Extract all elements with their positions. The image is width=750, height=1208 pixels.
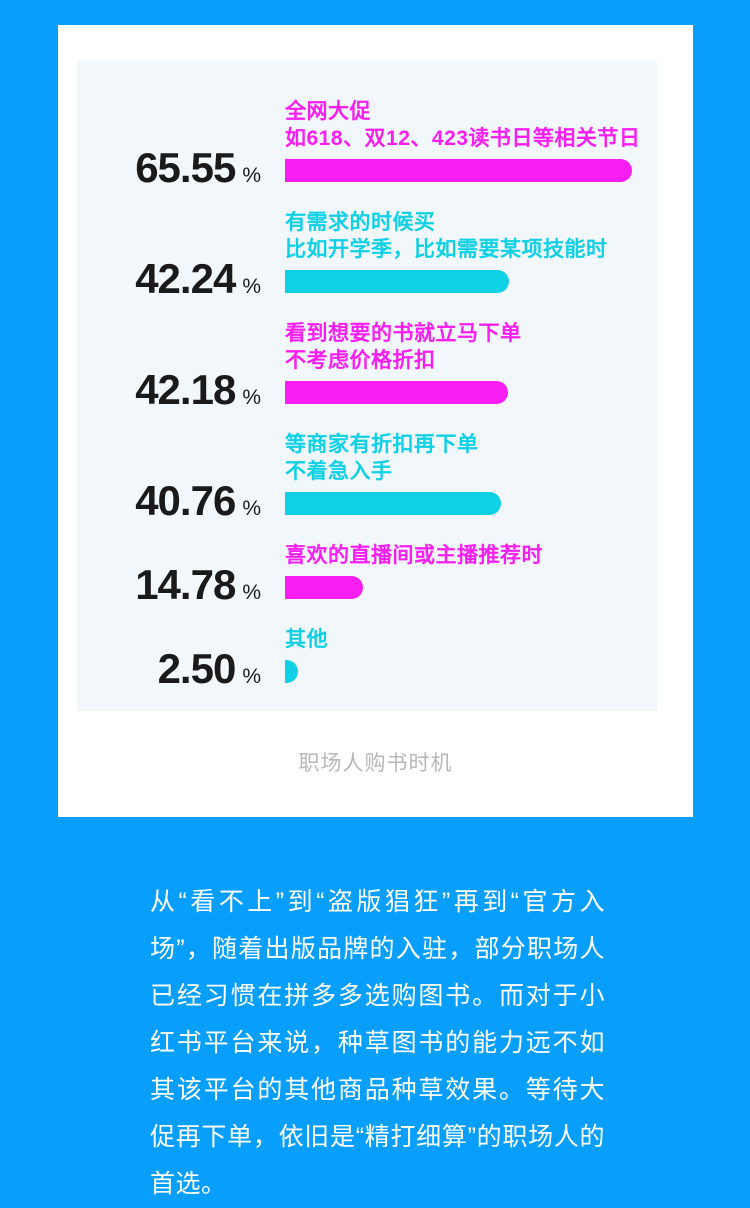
chart-caption: 职场人购书时机 bbox=[298, 752, 453, 775]
value-number: 2.50 bbox=[157, 645, 237, 692]
value-label: 40.76% bbox=[77, 480, 285, 522]
category-label-line: 其他 bbox=[285, 628, 328, 651]
bar bbox=[285, 660, 298, 683]
category-label: 看到想要的书就立马下单 不考虑价格折扣 bbox=[285, 320, 522, 374]
value-number: 42.18 bbox=[135, 366, 236, 413]
value-number: 40.76 bbox=[135, 477, 236, 524]
bar-column: 有需求的时候买比如开学季，比如需要某项技能时 bbox=[285, 209, 608, 293]
bar bbox=[285, 576, 363, 599]
category-label-line: 等商家有折扣再下单 bbox=[285, 433, 479, 456]
bar-column: 全网大促如618、双12、423读书日等相关节日 bbox=[285, 98, 640, 182]
chart-row: 42.18% 看到想要的书就立马下单 不考虑价格折扣 bbox=[77, 320, 657, 411]
chart-row: 42.24% 有需求的时候买 比如开学季，比如需要某项技能时 bbox=[77, 209, 657, 300]
category-label: 其他 bbox=[285, 626, 328, 653]
value-label: 42.24% bbox=[77, 258, 285, 300]
category-label-line: 比如开学季，比如需要某项技能时 bbox=[285, 238, 608, 261]
bar bbox=[285, 381, 508, 404]
bar bbox=[285, 270, 509, 293]
commentary-paragraph: 从“看不上”到“盗版猖狂”再到“官方入场”，随着出版品牌的入驻，部分职场人已经习… bbox=[150, 888, 605, 1198]
category-label-line: 喜欢的直播间或主播推荐时 bbox=[285, 544, 543, 567]
bar-column: 等商家有折扣再下单 不着急入手 bbox=[285, 431, 501, 515]
value-label: 14.78% bbox=[77, 564, 285, 606]
chart-card: 65.55% 全网大促 如618、双12、423读书日等相关节日 42.24% 有需求的… bbox=[58, 25, 693, 817]
bar-column: 看到想要的书就立马下单 不考虑价格折扣 bbox=[285, 320, 522, 404]
value-number: 14.78 bbox=[135, 561, 236, 608]
bar-column: 喜欢的直播间或主播推荐时 bbox=[285, 542, 543, 599]
chart-row: 14.78% 喜欢的直播间或主播推荐时 bbox=[77, 542, 657, 606]
category-label-line: 全网大促 bbox=[285, 100, 371, 123]
bar bbox=[285, 492, 501, 515]
percent-sign: % bbox=[242, 164, 261, 187]
category-label-line: 不着急入手 bbox=[285, 460, 393, 483]
percent-sign: % bbox=[242, 275, 261, 298]
value-number: 42.24 bbox=[135, 255, 236, 302]
category-label-line: 不考虑价格折扣 bbox=[285, 349, 436, 372]
value-label: 65.55% bbox=[77, 147, 285, 189]
category-label-line: 如618、双12、423读书日等相关节日 bbox=[285, 127, 641, 150]
category-label-line: 有需求的时候买 bbox=[285, 211, 436, 234]
value-label: 2.50% bbox=[77, 648, 285, 690]
chart-panel: 65.55% 全网大促 如618、双12、423读书日等相关节日 42.24% 有需求的… bbox=[77, 60, 657, 711]
percent-sign: % bbox=[242, 386, 261, 409]
chart-row: 40.76% 等商家有折扣再下单 不着急入手 bbox=[77, 431, 657, 522]
chart-rows: 65.55% 全网大促 如618、双12、423读书日等相关节日 42.24% 有需求的… bbox=[77, 98, 657, 690]
category-label: 喜欢的直播间或主播推荐时 bbox=[285, 542, 543, 569]
bar-column: 其他 bbox=[285, 626, 328, 683]
percent-sign: % bbox=[242, 665, 261, 688]
category-label: 有需求的时候买比如开学季，比如需要某项技能时 bbox=[285, 209, 608, 263]
value-number: 65.55 bbox=[135, 144, 236, 191]
percent-sign: % bbox=[242, 581, 261, 604]
category-label: 等商家有折扣再下单 不着急入手 bbox=[285, 431, 479, 485]
category-label-line: 看到想要的书就立马下单 bbox=[285, 322, 522, 345]
chart-row: 2.50% 其他 bbox=[77, 626, 657, 690]
chart-row: 65.55% 全网大促 如618、双12、423读书日等相关节日 bbox=[77, 98, 657, 189]
category-label: 全网大促如618、双12、423读书日等相关节日 bbox=[285, 98, 640, 152]
percent-sign: % bbox=[242, 497, 261, 520]
value-label: 42.18% bbox=[77, 369, 285, 411]
bar bbox=[285, 159, 632, 182]
